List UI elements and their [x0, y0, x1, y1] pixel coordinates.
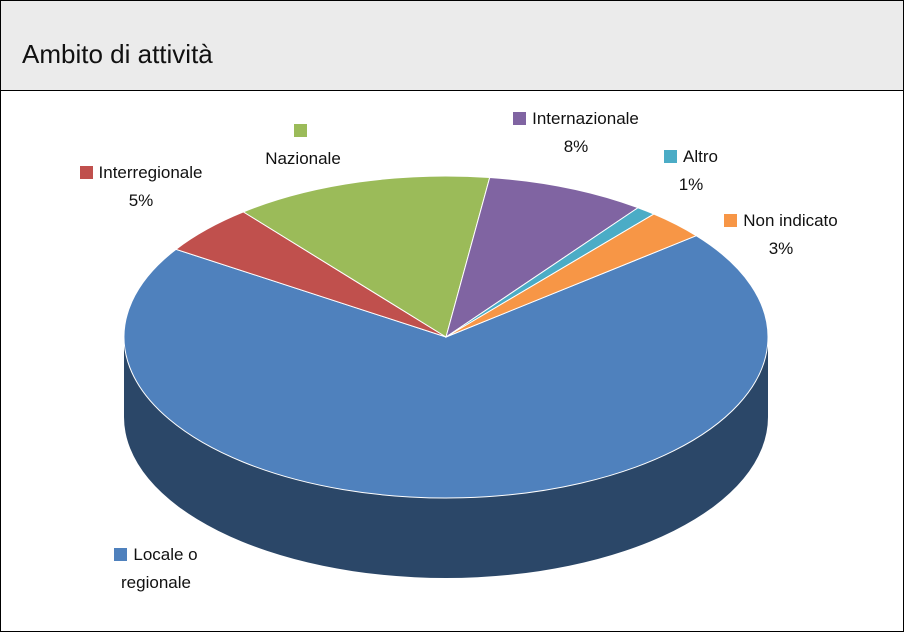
category-label: Interregionale	[98, 163, 203, 182]
value-label: 3%	[768, 239, 794, 258]
data-label: Locale o regionale	[96, 541, 216, 597]
slice	[242, 175, 491, 338]
slice-side	[124, 337, 768, 578]
category-label: Locale o regionale	[121, 545, 198, 592]
slice	[445, 176, 640, 339]
category-label: Altro	[683, 147, 718, 166]
data-label: Nazionale	[259, 117, 347, 173]
value-label: 8%	[563, 137, 589, 156]
data-label: Interregionale 5%	[51, 159, 231, 215]
slice	[445, 213, 698, 338]
legend-swatch	[664, 150, 678, 163]
tops	[123, 175, 769, 499]
legend-swatch	[79, 166, 93, 179]
slice	[123, 235, 769, 499]
data-label: Non indicato 3%	[701, 207, 861, 263]
legend-swatch	[724, 214, 738, 227]
legend-swatch	[293, 124, 307, 137]
data-label: Internazionale 8%	[481, 105, 671, 161]
data-label: Altro 1%	[641, 143, 741, 199]
header: Ambito di attività	[1, 1, 903, 91]
category-label: Internazionale	[532, 109, 639, 128]
sides	[124, 337, 768, 578]
legend-swatch	[114, 548, 128, 561]
category-label: Non indicato	[743, 211, 838, 230]
category-label: Nazionale	[265, 149, 341, 168]
value-label: 1%	[678, 175, 704, 194]
chart-title: Ambito di attività	[22, 39, 213, 69]
value-label: 5%	[128, 191, 154, 210]
legend-swatch	[513, 112, 527, 125]
